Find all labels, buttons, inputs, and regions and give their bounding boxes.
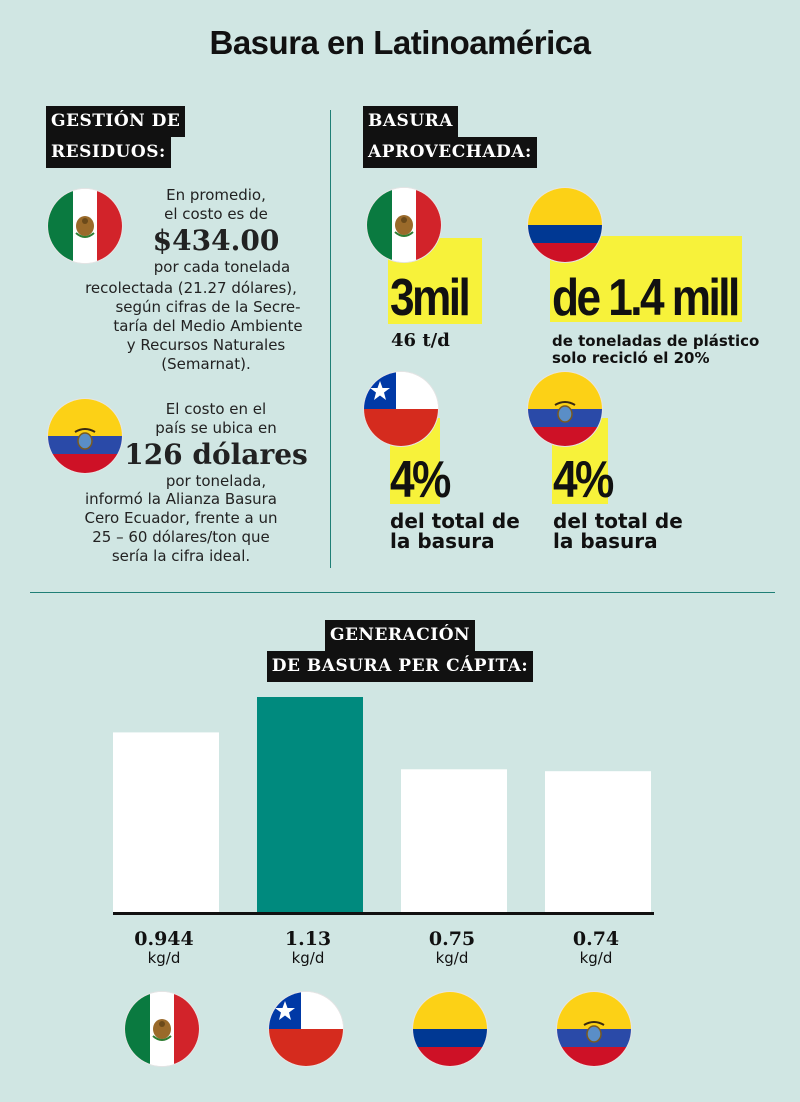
text-line: (Semarnat). [161,355,251,373]
bar-ecuador [545,771,651,912]
text-line: por tonelada, [165,472,267,490]
text-line: y Recursos Naturales [126,336,286,354]
text-line: Cero Ecuador, frente a un [84,509,278,527]
text-line: taría del Medio Ambiente [113,317,303,335]
text-line: recolectada (21.27 dólares), [85,279,297,297]
bar-value-label: 0.75 [428,928,476,950]
text-line: la basura [390,529,495,553]
chile-flag-icon [269,992,343,1066]
ecuador-flag-icon [528,372,602,446]
mexico-recycled-value: 3mil [390,269,471,327]
text-line: de toneladas de plástico [552,332,760,350]
text-line: En promedio, [166,186,266,204]
heading-line: DE BASURA PER CÁPITA: [266,651,534,682]
text-line: la basura [553,529,658,553]
column-divider [330,110,331,568]
section-heading-aprovechada: BASURA APROVECHADA: [363,106,537,168]
mexico-flag-icon [367,188,441,262]
mexico-cost-amount: $434.00 [152,224,280,257]
text-line: informó la Alianza Basura [84,490,277,508]
bar-value-label: 0.74 [572,928,620,950]
heading-line: RESIDUOS: [46,137,171,168]
bar-unit-label: kg/d [147,949,181,967]
text-line: sería la cifra ideal. [111,547,251,565]
colombia-plastic-desc: de toneladas de plástico solo recicló el… [552,333,759,367]
ecuador-flag-icon [48,399,122,473]
bar-unit-label: kg/d [579,949,613,967]
ecuador-cost-block: El costo en el país se ubica en 126 dóla… [116,400,316,491]
mexico-cost-details: recolectada (21.27 dólares), según cifra… [66,279,316,374]
chile-percent-value: 4% [390,451,451,509]
text-line: por cada tonelada [153,258,291,276]
chart-heading: GENERACIÓN DE BASURA PER CÁPITA: [0,620,800,682]
ecuador-percent-value: 4% [553,451,614,509]
mexico-cost-block: En promedio, el costo es de $434.00 por … [116,186,316,277]
text-line: según cifras de la Secre- [115,298,301,316]
chile-flag-icon [364,372,438,446]
mexico-recycled-unit: 46 t/d [391,330,450,351]
bar-value-label: 0.944 [134,928,194,950]
text-line: país se ubica en [155,419,277,437]
section-heading-residuos: GESTIÓN DE RESIDUOS: [46,106,186,168]
chile-percent-desc: del total de la basura [390,511,520,551]
heading-line: APROVECHADA: [363,137,537,168]
heading-line: BASURA [363,106,458,137]
ecuador-flag-icon [557,992,631,1066]
bar-chile [257,697,363,912]
bar-unit-label: kg/d [435,949,469,967]
heading-line: GENERACIÓN [324,620,476,651]
text-line: El costo en el [165,400,267,418]
colombia-flag-icon [413,992,487,1066]
text-line: del total de [553,509,683,533]
bar-unit-label: kg/d [291,949,325,967]
page-title: Basura en Latinoamérica [209,24,592,61]
heading-line: GESTIÓN DE [46,106,186,137]
text-line: 25 – 60 dólares/ton que [92,528,270,546]
mexico-flag-icon [48,189,122,263]
section-divider [30,592,775,593]
ecuador-cost-amount: 126 dólares [124,438,308,471]
mexico-flag-icon [125,992,199,1066]
text-line: el costo es de [164,205,268,223]
bar-value-label: 1.13 [284,928,332,950]
text-line: solo recicló el 20% [552,349,710,367]
colombia-flag-icon [528,188,602,262]
ecuador-percent-desc: del total de la basura [553,511,683,551]
ecuador-cost-details: informó la Alianza Basura Cero Ecuador, … [56,490,306,566]
colombia-plastic-value: de 1.4 mill [552,269,740,327]
per-capita-bar-chart [113,697,654,915]
bar-méxico [113,732,219,912]
text-line: del total de [390,509,520,533]
bar-colombia [401,769,507,912]
